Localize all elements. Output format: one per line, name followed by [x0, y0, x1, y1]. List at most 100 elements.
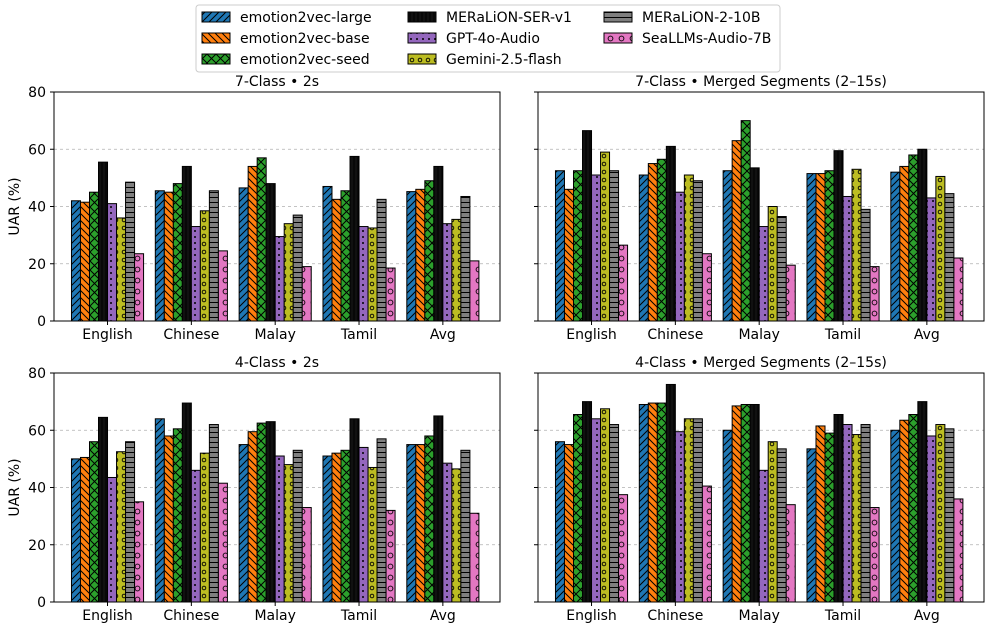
x-tick-label-english: English	[566, 608, 617, 624]
bar-emotion2vec-base-tamil	[331, 198, 342, 322]
bar-gemini-2-5-flash-tamil	[851, 168, 862, 322]
bar-emotion2vec-base-chinese	[647, 163, 658, 322]
bar-seallms-audio-7b-tamil	[869, 266, 880, 322]
bar-meralion-2-10b-chinese	[208, 190, 219, 322]
bar-emotion2vec-base-chinese	[163, 435, 174, 603]
bar-seallms-audio-7b-avg	[469, 512, 480, 603]
bar-emotion2vec-seed-avg	[424, 435, 435, 603]
bar-emotion2vec-base-avg	[415, 444, 426, 603]
panel-title: 7-Class • Merged Segments (2–15s)	[635, 74, 887, 90]
bar-emotion2vec-seed-tamil	[340, 449, 351, 603]
bar-emotion2vec-large-chinese	[638, 403, 649, 603]
bar-gemini-2-5-flash-malay	[283, 464, 294, 603]
bar-emotion2vec-large-chinese	[638, 174, 649, 322]
bar-emotion2vec-seed-malay	[256, 157, 267, 322]
bar-emotion2vec-base-tamil	[815, 425, 826, 603]
bar-meralion-ser-v1-avg	[917, 148, 928, 322]
bar-meralion-2-10b-avg	[944, 193, 955, 322]
bar-meralion-ser-v1-tamil	[833, 150, 844, 322]
bar-meralion-ser-v1-malay	[749, 403, 760, 603]
y-tick-label: 0	[37, 595, 46, 611]
bar-emotion2vec-seed-malay	[740, 120, 751, 322]
bar-emotion2vec-base-english	[563, 188, 574, 322]
bar-gpt-4o-audio-tamil	[358, 226, 369, 322]
bar-gemini-2-5-flash-tamil	[367, 466, 378, 603]
y-tick-label: 80	[28, 366, 46, 382]
bar-gpt-4o-audio-english	[591, 418, 602, 603]
bar-meralion-2-10b-english	[609, 424, 620, 603]
bar-emotion2vec-base-malay	[247, 431, 258, 603]
bar-meralion-ser-v1-tamil	[833, 414, 844, 603]
x-tick-label-chinese: Chinese	[163, 608, 219, 624]
x-tick-label-tamil: Tamil	[824, 327, 861, 343]
bar-meralion-2-10b-tamil	[860, 208, 871, 322]
bar-meralion-2-10b-avg	[460, 195, 471, 322]
bar-gpt-4o-audio-tamil	[842, 195, 853, 322]
bar-emotion2vec-large-tamil	[806, 173, 817, 322]
bar-meralion-2-10b-tamil	[860, 424, 871, 603]
y-tick-label: 60	[28, 423, 46, 439]
bar-emotion2vec-base-avg	[415, 188, 426, 322]
bar-emotion2vec-seed-english	[88, 191, 100, 322]
bar-gpt-4o-audio-malay	[758, 226, 769, 322]
bar-emotion2vec-seed-chinese	[172, 183, 183, 322]
bar-emotion2vec-seed-english	[572, 170, 584, 322]
bar-emotion2vec-base-english	[79, 456, 90, 603]
bar-gpt-4o-audio-avg	[926, 197, 937, 322]
bar-meralion-ser-v1-avg	[433, 415, 444, 603]
y-tick-label: 40	[28, 481, 46, 497]
panel-4class-2s: 0 20 40 60 80 English Chinese Malay Tamil Avg 4-Cl…	[7, 355, 501, 624]
bar-meralion-ser-v1-english	[582, 401, 593, 603]
plot-frame	[537, 91, 985, 322]
bar-emotion2vec-base-chinese	[163, 191, 174, 322]
bar-emotion2vec-base-malay	[731, 140, 742, 322]
bar-gemini-2-5-flash-english	[600, 151, 611, 322]
bar-emotion2vec-large-chinese	[154, 190, 165, 322]
bar-gpt-4o-audio-english	[591, 174, 602, 322]
bar-gpt-4o-audio-malay	[758, 469, 769, 603]
y-tick-label: 20	[28, 257, 46, 273]
bar-emotion2vec-seed-chinese	[172, 428, 183, 603]
bar-seallms-audio-7b-english	[134, 253, 145, 322]
bar-meralion-2-10b-english	[609, 170, 620, 322]
legend-label-meralion-2-10b: MERaLiON-2-10B	[642, 10, 761, 26]
y-axis-label: UAR (%)	[7, 177, 23, 235]
bar-meralion-ser-v1-tamil	[349, 418, 360, 603]
bar-meralion-2-10b-english	[125, 181, 136, 322]
panel-4class-merged: English Chinese Malay Tamil Avg 4-Class • Mer…	[534, 355, 985, 624]
bar-meralion-2-10b-avg	[944, 428, 955, 603]
x-tick-label-chinese: Chinese	[647, 608, 703, 624]
y-tick-label: 60	[28, 142, 46, 158]
bar-seallms-audio-7b-malay	[785, 264, 796, 322]
x-tick-label-malay: Malay	[254, 608, 295, 624]
x-tick-label-tamil: Tamil	[824, 608, 861, 624]
bar-meralion-ser-v1-chinese	[665, 383, 676, 603]
bar-emotion2vec-base-chinese	[647, 402, 658, 603]
bar-gpt-4o-audio-english	[107, 203, 118, 322]
bar-gpt-4o-audio-chinese	[190, 226, 201, 322]
x-tick-label-chinese: Chinese	[647, 327, 703, 343]
bar-gpt-4o-audio-malay	[274, 455, 285, 603]
legend-swatch-meralion-2-10b	[603, 11, 633, 23]
plot-frame	[53, 372, 501, 603]
bar-meralion-2-10b-malay	[776, 216, 787, 322]
panel-7class-2s: 0 20 40 60 80 English Chinese Malay Tamil Avg 7-Cl…	[7, 74, 501, 343]
bar-seallms-audio-7b-english	[618, 494, 629, 603]
bar-meralion-2-10b-malay	[776, 448, 787, 603]
bar-meralion-ser-v1-chinese	[665, 145, 676, 322]
bar-gemini-2-5-flash-chinese	[199, 452, 210, 603]
bar-gpt-4o-audio-avg	[926, 435, 937, 603]
x-tick-label-tamil: Tamil	[340, 327, 377, 343]
bar-gemini-2-5-flash-avg	[935, 424, 946, 603]
bar-emotion2vec-large-english	[70, 458, 81, 603]
bar-emotion2vec-large-english	[70, 200, 81, 322]
bar-gemini-2-5-flash-english	[116, 217, 127, 322]
bar-gpt-4o-audio-english	[107, 476, 118, 603]
bar-emotion2vec-large-tamil	[322, 185, 333, 322]
bar-meralion-ser-v1-malay	[265, 183, 276, 322]
bar-meralion-2-10b-tamil	[376, 438, 387, 603]
legend-label-gpt-4o-audio: GPT-4o-Audio	[446, 31, 540, 47]
bar-emotion2vec-large-tamil	[806, 448, 817, 603]
bar-meralion-2-10b-avg	[460, 449, 471, 603]
